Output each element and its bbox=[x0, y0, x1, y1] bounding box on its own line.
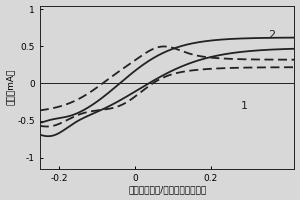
Y-axis label: 电流（mA）: 电流（mA） bbox=[6, 69, 15, 105]
Text: 2: 2 bbox=[268, 30, 275, 40]
Text: 1: 1 bbox=[241, 101, 248, 111]
X-axis label: 电位（伏，銀/氯化銀参比电极）: 电位（伏，銀/氯化銀参比电极） bbox=[128, 185, 206, 194]
